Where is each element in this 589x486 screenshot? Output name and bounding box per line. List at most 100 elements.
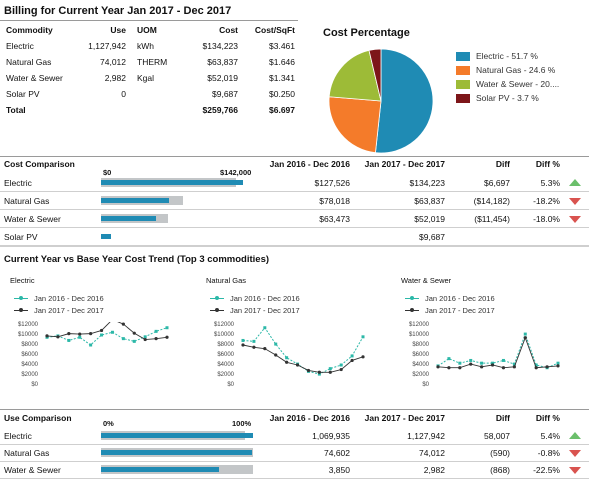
billing-title: Billing for Current Year Jan 2017 - Dec … [4,5,232,17]
data-point[interactable] [350,354,354,358]
data-point[interactable] [252,345,256,349]
data-point[interactable] [534,363,538,367]
data-point[interactable] [132,331,136,335]
data-point[interactable] [143,337,147,342]
use-row-base: 1,069,935 [312,431,350,441]
legend-series-name: Jan 2017 - Dec 2017 [230,306,300,315]
use-col-diffpct: Diff % [535,413,560,423]
series-line-current [242,344,364,373]
data-point[interactable] [317,370,321,374]
cost-comparison-title: Cost Comparison [4,159,75,169]
legend-series-name: Jan 2016 - Dec 2016 [230,294,300,303]
data-point[interactable] [263,347,267,351]
data-point[interactable] [512,362,516,366]
data-point[interactable] [67,338,71,342]
use-row-name: Natural Gas [4,448,50,458]
data-point[interactable] [317,372,321,376]
cost-row-diffpct: 5.3% [540,178,560,188]
data-point[interactable] [447,357,451,361]
data-point[interactable] [121,322,125,326]
data-point[interactable] [480,365,484,369]
cost-row-diffpct: -18.0% [533,214,560,224]
series-line-current [437,336,559,369]
data-point[interactable] [436,365,440,369]
data-point[interactable] [252,339,256,343]
data-point[interactable] [143,335,147,339]
data-point[interactable] [241,343,245,347]
data-point[interactable] [501,358,505,362]
data-point[interactable] [339,367,343,372]
data-point[interactable] [361,335,365,339]
data-point[interactable] [89,332,93,336]
legend-marker [410,296,414,300]
trend-chart-title: Electric [10,276,35,285]
data-point[interactable] [556,361,560,365]
data-point[interactable] [132,339,136,343]
data-point[interactable] [491,361,495,365]
pie-slice-water-sewer[interactable] [328,49,382,102]
data-point[interactable] [545,365,549,369]
data-point[interactable] [154,329,158,333]
data-point[interactable] [523,336,527,340]
data-point[interactable] [285,356,289,360]
data-point[interactable] [263,326,267,330]
cost-percentage-title: Cost Percentage [323,27,410,39]
pie-slice-natural-gas[interactable] [328,96,382,154]
data-point[interactable] [56,335,60,339]
data-point[interactable] [78,332,82,336]
use-row-divider [0,461,589,462]
data-point[interactable] [469,362,473,366]
legend-series-name: Jan 2016 - Dec 2016 [34,294,104,303]
data-point[interactable] [556,364,560,368]
cost-col-diffpct: Diff % [535,159,560,169]
trend-down-icon [569,450,581,457]
data-point[interactable] [480,361,484,365]
pie-slice-solar-pv[interactable] [368,48,382,102]
data-point[interactable] [490,363,495,367]
legend-swatch [456,52,470,61]
use-col-diff: Diff [495,413,510,423]
data-point[interactable] [154,337,158,341]
data-point[interactable] [458,366,462,370]
billing-header-use: Use [110,25,126,35]
data-point[interactable] [501,366,506,370]
use-bar-current [101,450,252,455]
cost-row-divider [0,191,589,192]
data-point[interactable] [99,328,104,333]
data-point[interactable] [110,330,114,334]
legend-series-name: Jan 2017 - Dec 2017 [425,306,495,315]
data-point[interactable] [339,363,343,367]
billing-row-uom: THERM [137,57,168,67]
data-point[interactable] [274,342,278,346]
data-point[interactable] [100,333,104,337]
data-point[interactable] [447,366,451,370]
data-point[interactable] [306,368,311,373]
pie-slice-electric[interactable] [375,48,434,154]
data-point[interactable] [295,363,300,367]
use-row-divider [0,444,589,445]
y-tick-label: $2000 [21,372,38,378]
y-tick-label: $0 [227,382,234,388]
data-point[interactable] [165,326,169,330]
data-point[interactable] [241,338,245,342]
data-point[interactable] [458,361,462,365]
data-point[interactable] [121,337,125,341]
cost-row-name: Solar PV [4,232,38,242]
data-point[interactable] [328,367,332,371]
data-point[interactable] [45,334,49,338]
data-point[interactable] [274,353,278,357]
data-point[interactable] [89,343,93,347]
data-point[interactable] [78,335,82,339]
data-point[interactable] [469,358,473,362]
data-point[interactable] [534,366,538,370]
data-point[interactable] [361,355,365,359]
data-point[interactable] [165,335,169,339]
data-point[interactable] [328,370,332,374]
data-point[interactable] [512,365,516,369]
legend-label: Electric - 51.7 % [476,51,538,61]
data-point[interactable] [523,332,527,336]
data-point[interactable] [350,358,354,363]
data-point[interactable] [285,360,289,364]
cost-row-divider [0,245,589,246]
data-point[interactable] [67,332,71,336]
